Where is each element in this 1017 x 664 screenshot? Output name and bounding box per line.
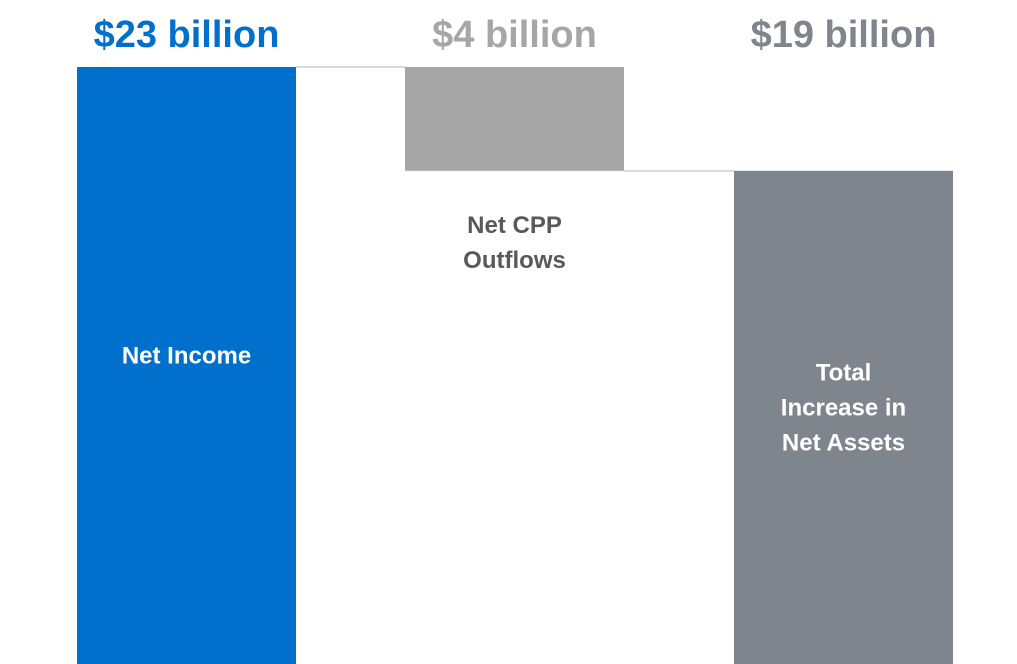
bar-total-increase-in-net-assets <box>734 170 953 664</box>
category-label-net-cpp-outflows: Net CPP Outflows <box>463 212 566 274</box>
category-label-net-income: Net Income <box>122 343 251 370</box>
value-label-total-increase-in-net-assets: $19 billion <box>751 14 937 56</box>
value-label-net-income: $23 billion <box>94 14 280 56</box>
category-label-total-increase-in-net-assets: Total Increase in Net Assets <box>781 359 906 456</box>
bar-net-cpp-outflows <box>405 67 624 171</box>
value-label-net-cpp-outflows: $4 billion <box>432 14 597 56</box>
bar-net-income <box>77 67 296 664</box>
